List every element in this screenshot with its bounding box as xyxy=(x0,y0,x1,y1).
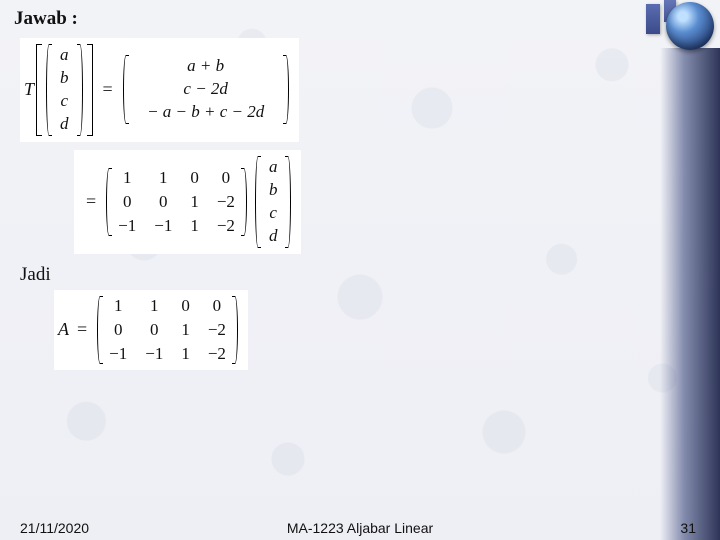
vec-a: a xyxy=(60,44,69,67)
globe-logo-icon xyxy=(666,2,714,50)
input-vector: a b c d xyxy=(54,42,75,138)
vec-b: b xyxy=(60,67,69,90)
right-accent-band xyxy=(660,48,720,540)
symbol-T: T xyxy=(24,79,34,100)
equation-2: = 1100 001−2 −1−11−2 a b c d xyxy=(74,150,301,254)
vec-c: c xyxy=(60,90,68,113)
matrix-bracket-2: 1100 001−2 −1−11−2 xyxy=(104,166,249,238)
symbol-A: A xyxy=(58,319,69,340)
out-row-2: c − 2d xyxy=(183,78,228,101)
output-vector-bracket: a + b c − 2d − a − b + c − 2d xyxy=(121,53,291,126)
out-row-3: − a − b + c − 2d xyxy=(147,101,264,124)
footer-course: MA-1223 Aljabar Linear xyxy=(287,520,433,536)
output-vector: a + b c − 2d − a − b + c − 2d xyxy=(131,53,281,126)
vector-bracket-2: a b c d xyxy=(253,154,294,250)
footer-page: 31 xyxy=(680,520,696,536)
bracket-outer-left: a b c d xyxy=(34,42,95,138)
equation-1: T a b c d = a + b c − 2d − a − b + c − xyxy=(20,38,299,142)
matrix-2: 1100 001−2 −1−11−2 xyxy=(114,166,239,238)
matrix-bracket-3: 1100 001−2 −1−11−2 xyxy=(95,294,240,366)
vec-d: d xyxy=(60,113,69,136)
out-row-1: a + b xyxy=(187,55,224,78)
vector-2: a b c d xyxy=(263,154,284,250)
footer-date: 21/11/2020 xyxy=(20,520,89,536)
slide-content: Jawab : T a b c d = a + b c − 2d xyxy=(14,8,650,514)
equation-3: A = 1100 001−2 −1−11−2 xyxy=(54,290,248,370)
heading-answer: Jawab : xyxy=(14,8,650,30)
equals-2: = xyxy=(86,191,96,212)
slide-footer: 21/11/2020 MA-1223 Aljabar Linear 31 xyxy=(0,520,720,536)
heading-so: Jadi xyxy=(20,264,650,286)
equals-1: = xyxy=(103,79,113,100)
equals-3: = xyxy=(77,319,87,340)
matrix-3: 1100 001−2 −1−11−2 xyxy=(105,294,230,366)
